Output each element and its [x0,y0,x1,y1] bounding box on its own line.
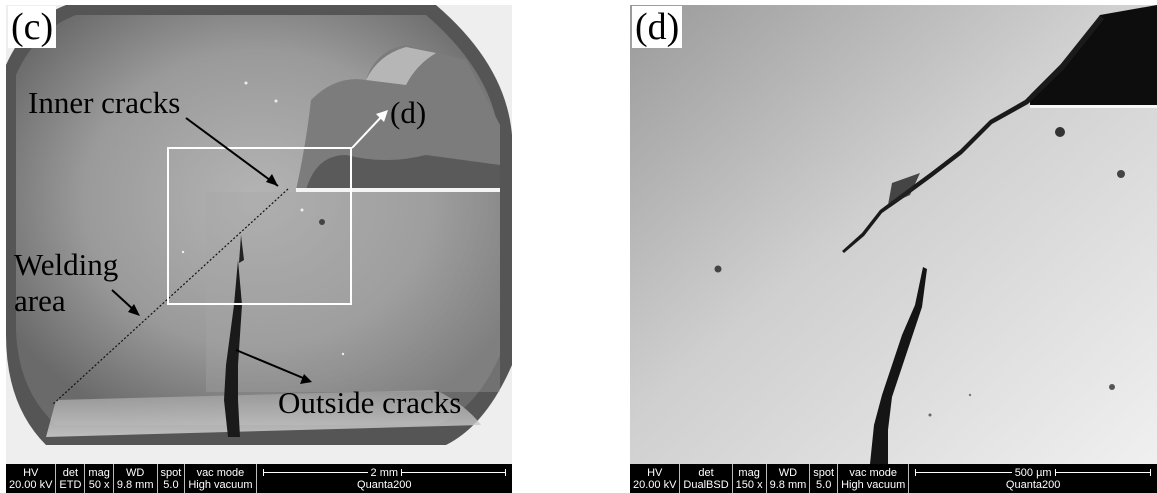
label-ref-d: (d) [390,95,427,130]
info-scale: 2 mm Quanta200 [257,464,512,493]
info-wd: WD 9.8 mm [767,464,811,493]
label-outside-cracks: Outside cracks [278,385,462,420]
info-spot: spot 5.0 [810,464,839,493]
instrument-name: Quanta200 [357,478,412,491]
info-wd: WD 9.8 mm [114,464,158,493]
sem-image-d [630,5,1157,464]
info-hv: HV 20.00 kV [6,464,57,493]
label-area: area [14,283,66,318]
sem-info-bar-c: HV 20.00 kV det ETD mag 50 x WD 9.8 mm spot 5… [6,464,512,493]
sem-info-bar-d: HV 20.00 kV det DualBSD mag 150 x WD 9.8 mm … [630,464,1157,493]
sem-micrograph-d [630,5,1157,464]
sem-panel-d: (d) HV 20.00 kV det DualBSD mag 150 x WD 9.8… [630,0,1157,493]
info-vac: vac mode High vacuum [838,464,910,493]
info-det: det ETD [56,464,86,493]
scale-bar-label: 500 µm [1014,466,1052,479]
panel-label-c: (c) [8,6,57,48]
label-welding: Welding [14,247,119,282]
instrument-name: Quanta200 [1005,478,1061,491]
info-scale: 500 µm Quanta200 [909,464,1157,493]
label-inner-cracks: Inner cracks [28,85,181,120]
info-det: det DualBSD [680,464,733,493]
info-spot: spot 5.0 [158,464,186,493]
info-hv: HV 20.00 kV [630,464,681,493]
panel-label-d: (d) [632,6,683,48]
scale-bar-label: 2 mm [370,466,399,479]
info-vac: vac mode High vacuum [185,464,257,493]
info-mag: mag 50 x [85,464,114,493]
sem-panel-c: (c) Inner cracks (d) Welding area Outsid… [0,0,516,493]
info-mag: mag 150 x [733,464,767,493]
